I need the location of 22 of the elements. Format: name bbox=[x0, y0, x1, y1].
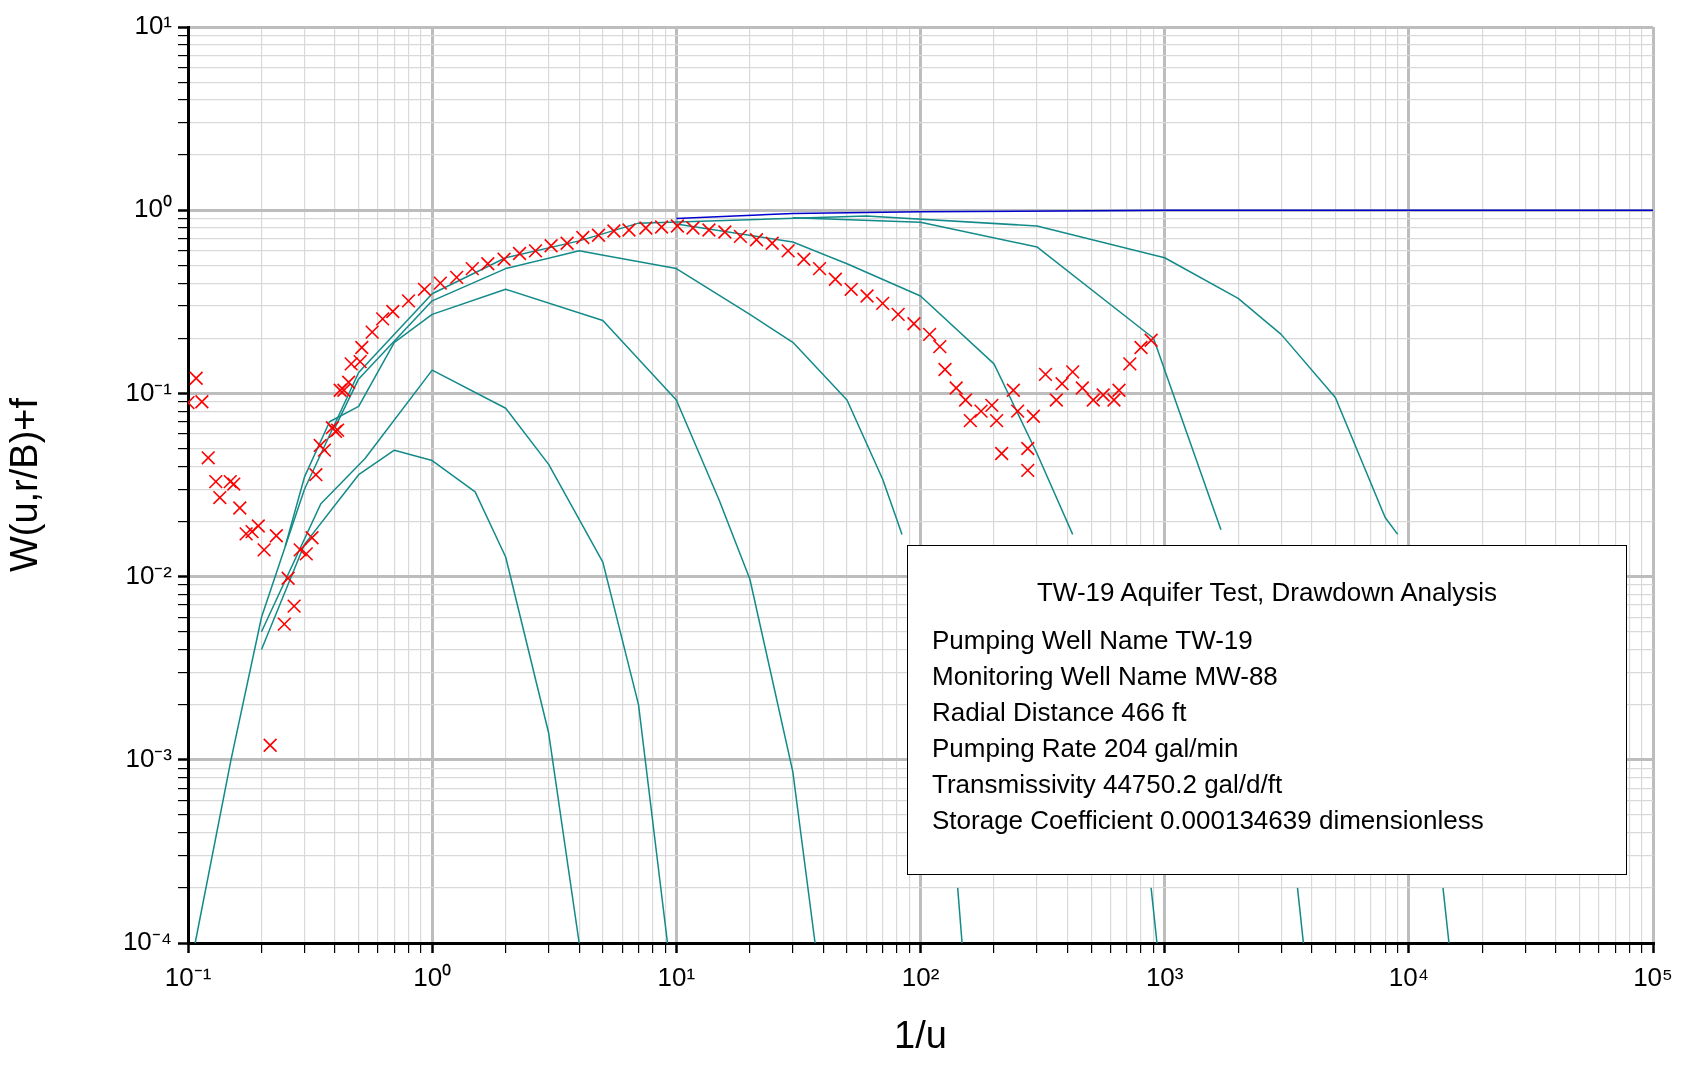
annotation: Radial Distance 466 ft bbox=[932, 696, 1188, 729]
x-tick-label: 10⁴ bbox=[1388, 961, 1429, 992]
y-tick-label: 10⁻⁴ bbox=[122, 926, 172, 957]
annotation: Storage Coefficient 0.000134639 dimensionless bbox=[932, 804, 1485, 837]
x-tick-label: 10¹ bbox=[657, 961, 696, 992]
x-tick-label: 10⁰ bbox=[413, 961, 452, 992]
annotation: Transmissivity 44750.2 gal/d/ft bbox=[932, 768, 1284, 801]
x-tick-label: 10³ bbox=[1145, 961, 1184, 992]
y-tick-label: 10⁰ bbox=[134, 193, 172, 224]
x-tick-label: 10² bbox=[901, 961, 940, 992]
annotation: Pumping Rate 204 gal/min bbox=[932, 732, 1240, 765]
y-tick-label: 10⁻¹ bbox=[125, 376, 173, 407]
y-tick-label: 10¹ bbox=[134, 10, 173, 41]
annotation: Pumping Well Name TW-19 bbox=[932, 624, 1254, 657]
y-axis-title: W(u,r/B)+f bbox=[3, 397, 46, 573]
annotation: TW-19 Aquifer Test, Drawdown Analysis bbox=[1036, 576, 1498, 609]
y-tick-label: 10⁻² bbox=[125, 559, 173, 590]
annotation: Monitoring Well Name MW-88 bbox=[932, 660, 1279, 693]
y-tick-label: 10⁻³ bbox=[125, 742, 173, 773]
x-tick-label: 10⁵ bbox=[1633, 961, 1673, 992]
x-axis-title: 1/u bbox=[894, 1013, 947, 1056]
x-tick-label: 10⁻¹ bbox=[164, 961, 212, 992]
